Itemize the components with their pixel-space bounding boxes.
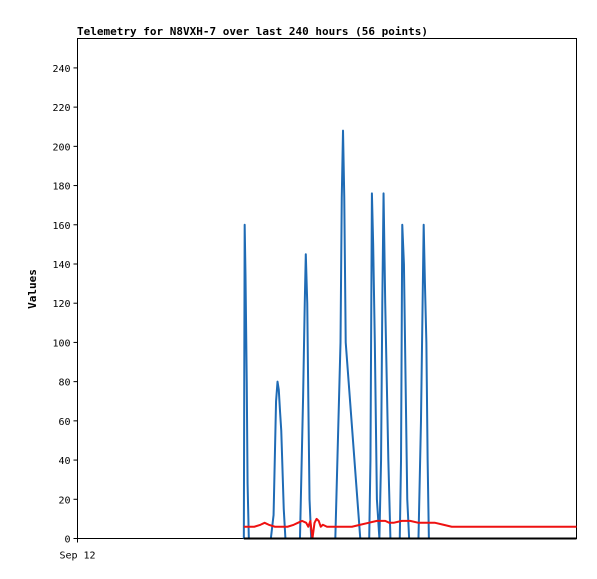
y-tick-label: 60 xyxy=(58,417,70,428)
series-layer xyxy=(242,129,577,540)
series-line-2 xyxy=(243,517,577,540)
y-tick-label: 180 xyxy=(52,182,70,193)
y-axis-label: Values xyxy=(26,269,39,309)
y-tick-label: 240 xyxy=(52,64,70,75)
x-axis: Sep 12 xyxy=(59,538,96,562)
y-tick-label: 20 xyxy=(58,495,70,506)
plot-frame xyxy=(77,38,577,539)
y-tick-label: 200 xyxy=(52,142,70,153)
x-tick-label: Sep 12 xyxy=(59,551,95,562)
y-tick-label: 0 xyxy=(64,535,70,546)
y-tick-label: 80 xyxy=(58,378,70,389)
y-axis: 0 20 40 60 80 100 120 140 160 180 200 220 240 xyxy=(52,64,78,546)
y-tick-label: 100 xyxy=(52,338,70,349)
y-tick-label: 220 xyxy=(52,103,70,114)
y-tick-label: 120 xyxy=(52,299,70,310)
y-tick-label: 160 xyxy=(52,221,70,232)
y-tick-label: 40 xyxy=(58,456,70,467)
chart-title: Telemetry for N8VXH-7 over last 240 hour… xyxy=(77,25,428,38)
series-line-1 xyxy=(242,129,442,540)
y-tick-label: 140 xyxy=(52,260,70,271)
